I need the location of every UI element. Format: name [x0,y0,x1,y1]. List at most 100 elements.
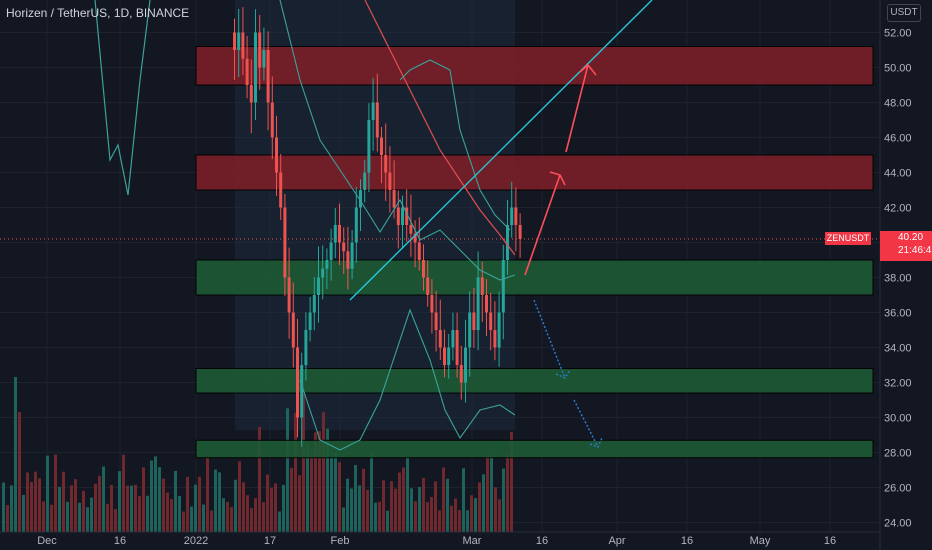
volume-bar [330,457,333,532]
candle-body [241,32,245,59]
volume-bar [198,476,201,532]
volume-bar [470,495,473,532]
y-tick-label: 26.00 [884,483,912,495]
volume-bar [14,377,17,532]
volume-bar [210,510,213,532]
volume-bar [498,499,501,532]
candle-body [405,207,409,225]
volume-bar [294,412,297,532]
volume-bar [306,443,309,532]
candle-body [333,225,337,243]
candle-body [493,330,497,348]
volume-bar [490,455,493,532]
volume-bar [26,472,29,532]
candle-body [258,32,262,68]
volume-bar [506,454,509,532]
x-tick-label: 16 [536,535,548,547]
volume-bar [338,462,341,532]
volume-bar [322,412,325,532]
volume-bar [390,481,393,532]
candle-body [409,225,413,234]
resistance-zone [195,46,874,86]
candle-body [338,225,341,243]
candle-body [480,277,484,295]
volume-bar [434,481,437,532]
volume-bar [386,510,389,532]
candle-body [237,32,241,50]
volume-bar [190,506,193,532]
volume-bar [138,496,141,532]
volume-bar [130,485,133,532]
candle-body [371,102,375,120]
volume-bar [154,456,157,532]
candle-body [354,207,358,243]
volume-bar [238,461,241,532]
candle-body [443,347,446,365]
volume-bar [226,501,229,532]
volume-bar [170,499,173,532]
y-tick-label: 42.00 [884,203,912,215]
volume-bar [126,485,129,532]
volume-bar [394,488,397,532]
projection-arrow-up-head [549,171,566,186]
candle-body [329,242,333,260]
projection-arrow-up [524,174,561,276]
volume-bar [58,486,61,532]
volume-bar [298,475,301,532]
volume-bar [230,507,233,532]
y-tick-label: 44.00 [884,168,912,180]
volume-bar [30,482,33,532]
volume-bar [18,412,21,532]
resistance-zone [195,154,874,191]
volume-bar [406,457,409,532]
candle-body [438,330,442,348]
volume-bar [234,479,237,532]
volume-bar [242,482,245,532]
chart-title: Horizen / TetherUS, 1D, BINANCE [6,6,190,20]
candle-body [455,330,459,365]
volume-bar [430,496,433,532]
volume-bar [414,501,417,532]
volume-bar [502,468,505,532]
volume-bar [74,479,77,532]
y-tick-label: 38.00 [884,273,912,285]
volume-bar [354,465,357,532]
volume-bar [442,467,445,532]
candle-body [308,312,312,330]
volume-bar [106,503,109,532]
volume-bar [290,467,293,532]
volume-bar [382,480,385,532]
candle-body [359,190,362,208]
volume-bar [286,408,289,532]
volume-bar [266,474,269,532]
volume-bar [510,432,513,532]
candle-body [363,172,367,190]
volume-bar [458,510,461,532]
candle-body [375,102,379,138]
projection-arrow-down-2-head [589,437,603,448]
candle-body [451,330,455,348]
volume-bar [346,478,349,532]
x-tick-label: 17 [264,535,276,547]
candle-body [262,50,266,68]
candle-body [300,365,304,418]
volume-bar [142,467,145,532]
volume-bar [366,489,369,532]
volume-bar [54,454,57,532]
volume-bar [282,484,285,532]
volume-bar [274,483,277,532]
candle-body [367,120,371,173]
candle-body [518,225,522,239]
support-zone [195,259,874,296]
currency-unit-button[interactable]: USDT [887,4,921,22]
volume-bar [218,472,221,532]
volume-bar [94,483,97,532]
volume-bar [6,505,9,532]
volume-bar [158,467,161,532]
band-middle [279,0,516,281]
band-upper [399,59,511,231]
volume-bar [474,498,477,532]
candle-body [312,295,316,313]
volume-bar [166,492,169,532]
